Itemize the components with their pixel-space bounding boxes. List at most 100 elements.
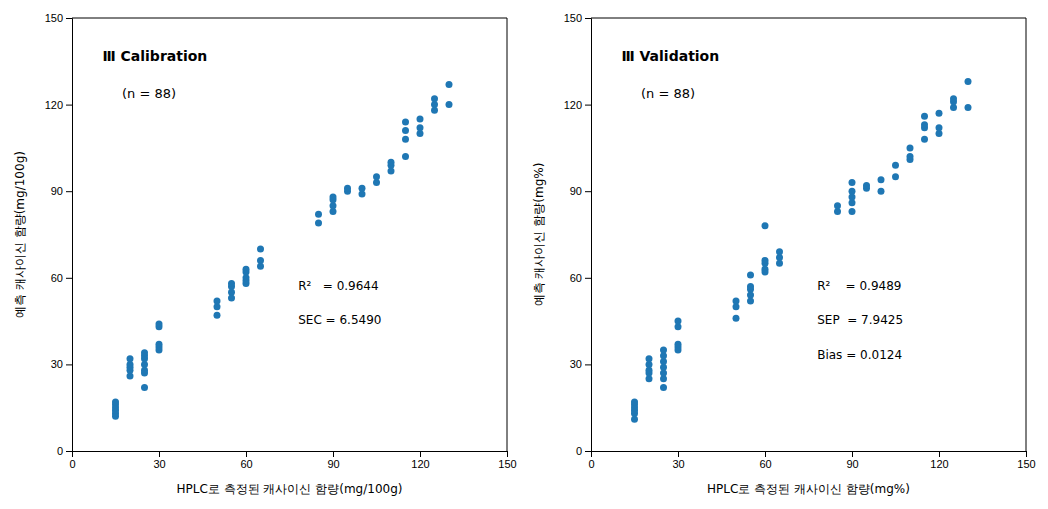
scatter-point	[675, 318, 682, 325]
chart-subtitle: (n = 88)	[122, 86, 176, 101]
chart-title: Ⅲ Validation	[621, 48, 719, 64]
scatter-point	[156, 341, 163, 348]
tick-mark	[66, 278, 72, 279]
tick-mark	[420, 451, 421, 457]
tick-label: 150	[1017, 458, 1035, 470]
scatter-point	[402, 118, 409, 125]
tick-label: 60	[51, 272, 63, 284]
scatter-point	[402, 153, 409, 160]
tick: 60	[759, 451, 771, 470]
tick-mark	[585, 105, 591, 106]
tick-label: 120	[45, 99, 63, 111]
tick: 30	[51, 358, 72, 370]
tick-mark	[66, 364, 72, 365]
tick-label: 150	[564, 12, 582, 24]
scatter-point	[849, 179, 856, 186]
scatter-point	[733, 297, 740, 304]
tick: 90	[327, 451, 339, 470]
scatter-point	[878, 188, 885, 195]
tick: 120	[45, 99, 72, 111]
x-axis: 0 30 60 90 120 150	[588, 451, 1035, 470]
scatter-point	[907, 153, 914, 160]
scatter-point	[446, 81, 453, 88]
scatter-point	[214, 312, 221, 319]
scatter-point	[965, 104, 972, 111]
tick-mark	[585, 451, 591, 452]
tick-mark	[66, 451, 72, 452]
annotation: SEP = 7.9425	[817, 313, 903, 327]
tick-label: 90	[51, 185, 63, 197]
tick-label: 90	[846, 458, 858, 470]
scatter-point	[863, 182, 870, 189]
tick: 120	[930, 451, 948, 470]
scatter-point	[907, 144, 914, 151]
tick: 90	[51, 185, 72, 197]
tick: 120	[411, 451, 429, 470]
chart-title: Ⅲ Calibration	[102, 48, 207, 64]
scatter-point	[402, 127, 409, 134]
scatter-point	[762, 257, 769, 264]
tick-label: 90	[327, 458, 339, 470]
scatter-point	[965, 78, 972, 85]
annotation: R² = 0.9644	[298, 279, 378, 293]
tick-mark	[507, 451, 508, 457]
x-axis-title: HPLC로 측정된 캐사이신 함량(mg/100g)	[176, 482, 402, 496]
subplot: 03060901201500306090120150Ⅲ Validation(n…	[532, 12, 1036, 496]
tick-label: 150	[498, 458, 516, 470]
scatter-point	[112, 398, 119, 405]
tick-mark	[66, 105, 72, 106]
chart-figure: 0 30 60 90 120 150 0 30 60 90 120 150 Ⅲ Calibration (…	[0, 0, 1048, 509]
scatter-point	[330, 193, 337, 200]
scatter-point	[402, 136, 409, 143]
tick: 60	[240, 451, 252, 470]
scatter-point	[936, 124, 943, 131]
tick-label: 120	[564, 99, 582, 111]
tick: 30	[672, 451, 684, 470]
scatter-point	[733, 315, 740, 322]
scatter-point	[417, 124, 424, 131]
tick: 0	[69, 451, 75, 470]
tick-mark	[159, 451, 160, 457]
x-axis-title: HPLC로 측정된 캐사이신 함량(mg%)	[707, 482, 910, 496]
scatter-point	[950, 95, 957, 102]
tick-label: 0	[576, 445, 582, 457]
tick-mark	[585, 18, 591, 19]
y-axis-title: 예측 캐사이신 함량(mg/100g)	[13, 151, 27, 318]
scatter-point	[315, 219, 322, 226]
tick-label: 30	[672, 458, 684, 470]
subplot: 0 30 60 90 120 150 0 30 60 90 120 150 Ⅲ Calibration (…	[13, 12, 517, 496]
scatter-point	[892, 173, 899, 180]
tick: 150	[1017, 451, 1035, 470]
tick: 0	[576, 445, 591, 457]
annotation: SEC = 6.5490	[298, 313, 381, 327]
scatter-point	[762, 222, 769, 229]
plot-area	[591, 18, 1026, 451]
tick-mark	[1026, 451, 1027, 457]
y-axis: 0306090120150	[564, 12, 592, 457]
scatter-point	[141, 384, 148, 391]
scatter-point	[344, 185, 351, 192]
tick: 120	[564, 99, 591, 111]
tick-mark	[246, 451, 247, 457]
axis-line	[66, 19, 73, 452]
tick-mark	[585, 278, 591, 279]
scatter-point	[921, 113, 928, 120]
tick: 90	[846, 451, 858, 470]
tick-label: 0	[588, 458, 594, 470]
scatter-point	[646, 355, 653, 362]
axis-line	[73, 452, 508, 458]
plot-frame	[72, 18, 507, 451]
scatter-point	[747, 283, 754, 290]
scatter-point	[849, 188, 856, 195]
tick: 0	[57, 445, 72, 457]
scatter-point	[660, 384, 667, 391]
tick-label: 30	[570, 358, 582, 370]
scatter-point	[388, 159, 395, 166]
scatter-point	[359, 185, 366, 192]
tick-label: 150	[45, 12, 63, 24]
tick: 0	[588, 451, 594, 470]
tick: 30	[153, 451, 165, 470]
points	[631, 78, 972, 423]
scatter-point	[675, 341, 682, 348]
scatter-point	[257, 257, 264, 264]
